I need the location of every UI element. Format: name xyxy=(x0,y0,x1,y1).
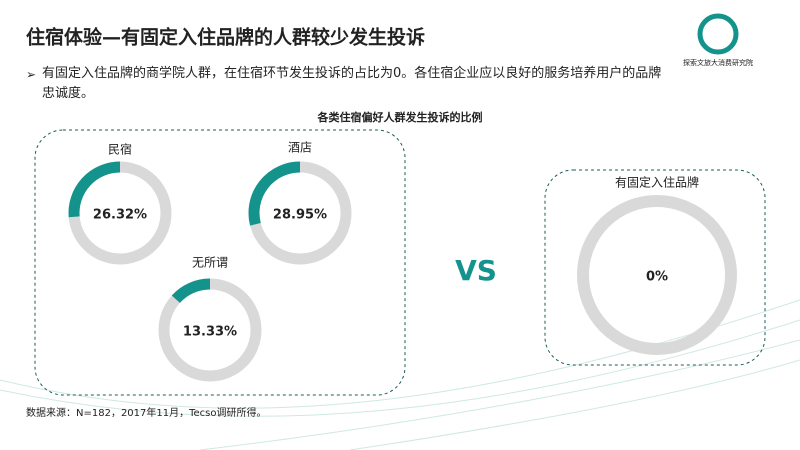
bullet-text: 有固定入住品牌的商学院人群，在住宿环节发生投诉的占比为0。各住宿企业应以良好的服… xyxy=(42,66,662,101)
logo-text: 探索文旅大消费研究院 xyxy=(683,58,753,67)
group-box xyxy=(544,169,766,366)
value-label: 28.95% xyxy=(273,208,327,223)
source: 数据来源：N=182，2017年11月，Tecso调研所得。 xyxy=(26,406,267,419)
donut-arc xyxy=(171,278,211,304)
donut-track xyxy=(577,195,737,355)
vs-label: VS xyxy=(455,254,497,287)
category-label: 有固定入住品牌 xyxy=(615,175,699,190)
value-label: 26.32% xyxy=(93,208,147,223)
value-label: 0% xyxy=(646,270,668,285)
donut-arc xyxy=(68,161,121,218)
category-label: 无所谓 xyxy=(192,256,228,270)
value-label: 13.33% xyxy=(183,325,237,340)
bullet-arrow: ➢ xyxy=(26,68,36,82)
slide-title: 住宿体验—有固定入住品牌的人群较少发生投诉 xyxy=(26,26,425,49)
chart-title: 各类住宿偏好人群发生投诉的比例 xyxy=(317,110,483,124)
decoration xyxy=(0,299,800,450)
donut-arc xyxy=(248,161,301,226)
bullet-box: 有固定入住品牌的商学院人群，在住宿环节发生投诉的占比为0。各住宿企业应以良好的服… xyxy=(42,66,662,101)
category-label: 民宿 xyxy=(108,142,132,157)
category-label: 酒店 xyxy=(288,141,312,155)
group-box xyxy=(34,129,406,396)
logo: 探索文旅大消费研究院 xyxy=(683,13,753,67)
logo-mark xyxy=(697,13,739,55)
